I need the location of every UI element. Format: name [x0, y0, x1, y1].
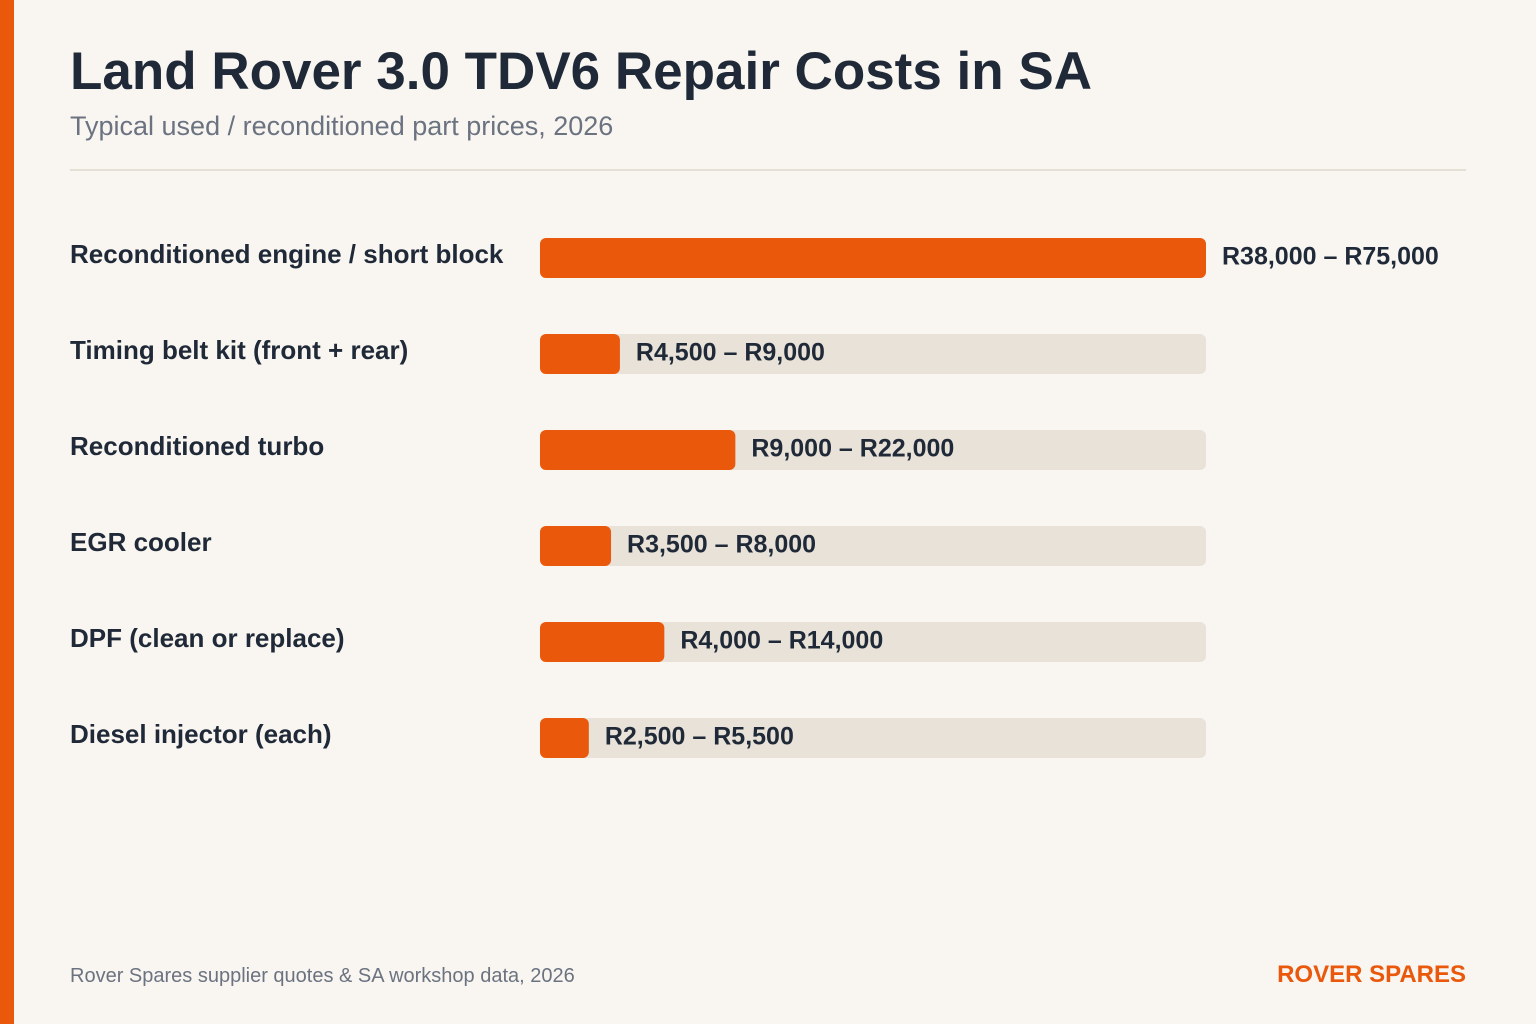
bar [540, 430, 736, 470]
bar [540, 718, 589, 758]
value-label: R9,000 – R22,000 [751, 435, 954, 463]
bar-track [540, 718, 1206, 758]
value-label: R3,500 – R8,000 [627, 531, 816, 559]
source-note: Rover Spares supplier quotes & SA worksh… [70, 965, 575, 987]
value-label: R4,000 – R14,000 [680, 627, 883, 655]
left-accent-bar [0, 0, 14, 1024]
bar-track [540, 622, 1206, 662]
chart-title: Land Rover 3.0 TDV6 Repair Costs in SA [70, 42, 1092, 101]
bar [540, 334, 620, 374]
bar [540, 622, 665, 662]
bar [540, 238, 1206, 278]
value-label: R4,500 – R9,000 [636, 339, 825, 367]
header-divider [70, 169, 1466, 171]
category-label: DPF (clean or replace) [70, 623, 345, 653]
bar-track [540, 526, 1206, 566]
bar [540, 526, 612, 566]
value-label: R38,000 – R75,000 [1222, 243, 1439, 271]
value-label: R2,500 – R5,500 [605, 723, 794, 751]
bar-track [540, 334, 1206, 374]
brand-logo: ROVER SPARES [1277, 961, 1466, 988]
category-label: Reconditioned turbo [70, 431, 324, 461]
category-label: Diesel injector (each) [70, 719, 332, 749]
category-label: EGR cooler [70, 527, 212, 557]
chart-subtitle: Typical used / reconditioned part prices… [70, 111, 614, 141]
category-label: Timing belt kit (front + rear) [70, 335, 408, 365]
category-label: Reconditioned engine / short block [70, 239, 504, 269]
